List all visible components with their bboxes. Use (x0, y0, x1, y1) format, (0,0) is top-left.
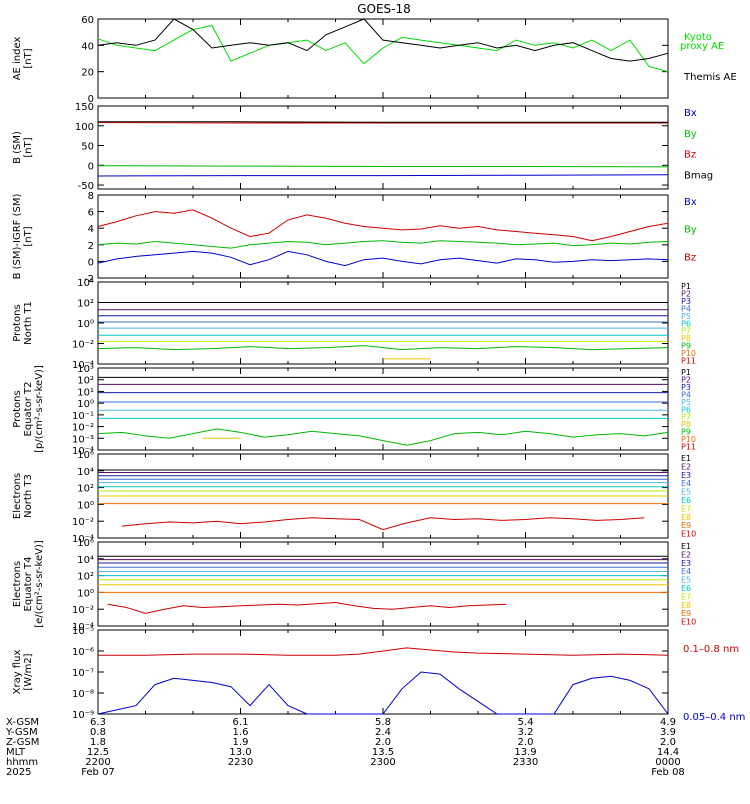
ylabel-en-0: Electrons (12, 473, 23, 519)
ylabel-xr-1: [W/m2] (23, 653, 34, 690)
panel-frame-ae (98, 19, 668, 98)
series-line-pe-8 (98, 429, 668, 445)
ytick-label-b-1: 0 (88, 161, 94, 172)
series-line-ae-0 (98, 26, 668, 72)
legend-b-3: Bmag (684, 170, 713, 181)
ytick-label-b-2: 50 (81, 142, 94, 153)
legend-ee-9: E10 (681, 618, 696, 627)
ytick-label-db-2: 2 (88, 241, 94, 252)
ylabel-ee-1: Equator T4 (23, 557, 34, 612)
panel-frame-ee (98, 542, 668, 626)
ytick-label-b-3: 100 (75, 122, 94, 133)
panel-frame-b (98, 106, 668, 189)
legend-b-0: Bx (684, 108, 697, 119)
ylabel-b-1: [nT] (23, 137, 34, 157)
series-line-ae-1 (98, 19, 668, 61)
ylabel-en-1: North T3 (23, 474, 34, 518)
row-value-4-5: Feb 08 (651, 767, 685, 778)
ytick-label-en-2: 10⁰ (77, 500, 94, 511)
ytick-label-ae-1: 20 (81, 68, 94, 79)
panel-frame-xr (98, 630, 668, 714)
legend-ae-0b: proxy AE (680, 41, 724, 52)
legend-en-9: E10 (681, 530, 696, 539)
ytick-label-en-3: 10² (77, 484, 94, 495)
ylabel-db-0: B (SM)-IGRF (SM) (12, 194, 23, 280)
legend-b-1: By (684, 129, 697, 140)
ytick-label-pe-4: 10⁰ (77, 399, 94, 410)
legend-db-0: Bx (684, 197, 697, 208)
series-line-db-0 (98, 251, 668, 265)
ytick-label-ee-1: 10⁻² (72, 605, 94, 616)
series-line-xr-1 (98, 672, 668, 714)
ytick-label-pe-7: 10³ (77, 364, 94, 375)
legend-xr-0: 0.1–0.8 nm (683, 644, 739, 655)
row-value-1-4: 2230 (228, 757, 253, 768)
ytick-label-en-4: 10⁴ (77, 467, 94, 478)
ylabel-db-1: [nT] (23, 226, 34, 246)
ylabel-pe-2: [p/(cm²-s-sr-keV)] (34, 365, 45, 453)
panel-frame-db (98, 195, 668, 278)
ytick-label-pn-3: 10² (77, 299, 94, 310)
ylabel-ae-0: AE index (12, 37, 23, 81)
series-line-en-9 (122, 518, 645, 530)
ytick-label-xr-2: 10⁻⁷ (72, 668, 94, 679)
ytick-label-pn-1: 10⁻² (72, 340, 94, 351)
ytick-label-en-1: 10⁻² (72, 517, 94, 528)
series-line-db-2 (98, 210, 668, 241)
panel-frame-pe (98, 368, 668, 450)
ylabel-ae-1: [nT] (23, 48, 34, 68)
ytick-label-ee-2: 10⁰ (77, 588, 94, 599)
legend-pn-10: P11 (681, 357, 696, 366)
row-value-2-4: 2300 (370, 757, 395, 768)
row-value-3-4: 2330 (513, 757, 538, 768)
ytick-label-pn-2: 10⁰ (77, 319, 94, 330)
panel-frame-pn (98, 282, 668, 364)
row-label-5: 2025 (6, 767, 31, 778)
ylabel-b-0: B (SM) (12, 131, 23, 164)
series-line-ee-9 (108, 603, 507, 614)
series-line-b-1 (98, 166, 668, 167)
ytick-label-xr-3: 10⁻⁶ (72, 647, 94, 658)
ytick-label-pe-3: 10⁻¹ (72, 411, 94, 422)
ytick-label-xr-1: 10⁻⁸ (72, 689, 94, 700)
series-line-b-0 (98, 175, 668, 176)
ylabel-pe-0: Protons (12, 390, 23, 427)
ytick-label-db-5: 8 (88, 191, 94, 202)
ylabel-ee-0: Electrons (12, 561, 23, 607)
legend-xr-1: 0.05–0.4 nm (683, 712, 745, 723)
plot-title: GOES-18 (357, 2, 411, 16)
ylabel-xr-0: Xray flux (12, 650, 23, 695)
ytick-label-ee-3: 10² (77, 572, 94, 583)
series-line-pn-8 (98, 346, 668, 350)
ytick-label-db-3: 4 (88, 224, 94, 235)
ytick-label-xr-4: 10⁻⁵ (72, 626, 94, 637)
ytick-label-pe-1: 10⁻³ (72, 434, 94, 445)
legend-db-2: Bz (684, 252, 696, 263)
ytick-label-db-1: 0 (88, 257, 94, 268)
legend-db-1: By (684, 225, 697, 236)
legend-pe-10: P11 (681, 443, 696, 452)
series-line-db-1 (98, 241, 668, 248)
legend-b-2: Bz (684, 150, 696, 161)
ylabel-pe-1: Equator T2 (23, 382, 34, 437)
ylabel-pn-1: North T1 (23, 301, 34, 345)
ytick-label-b-4: 150 (75, 102, 94, 113)
ytick-label-ee-5: 10⁶ (77, 538, 94, 549)
row-value-0-5: Feb 07 (81, 767, 115, 778)
legend-ae-1: Themis AE (683, 72, 737, 83)
ytick-label-pe-2: 10⁻² (72, 423, 94, 434)
ytick-label-pe-6: 10² (77, 376, 94, 387)
ytick-label-pe-5: 10¹ (77, 387, 94, 398)
ytick-label-ee-4: 10⁴ (77, 555, 94, 566)
ylabel-pn-0: Protons (12, 304, 23, 341)
ytick-label-ae-3: 60 (81, 15, 94, 26)
series-line-xr-0 (98, 648, 668, 655)
ylabel-ee-2: [e/(cm²-s-sr-keV)] (34, 540, 45, 628)
ytick-label-pn-4: 10⁴ (77, 278, 94, 289)
ytick-label-ae-2: 40 (81, 41, 94, 52)
ytick-label-db-4: 6 (88, 208, 94, 219)
ytick-label-en-5: 10⁶ (77, 450, 94, 461)
